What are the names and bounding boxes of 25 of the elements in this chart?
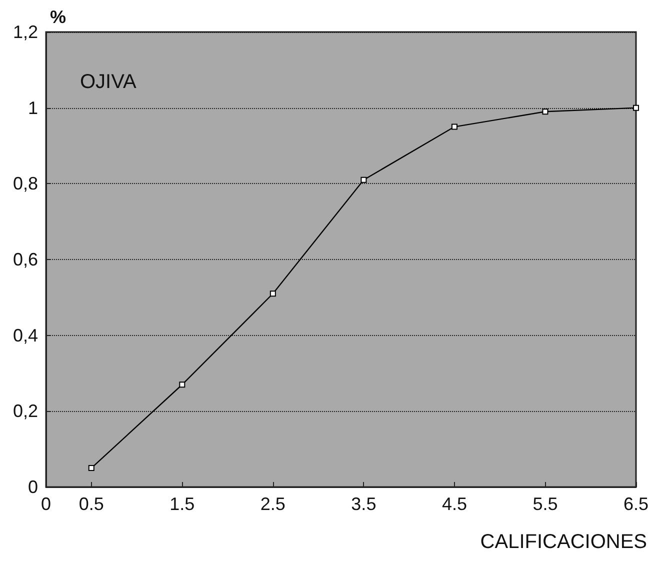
y-tick-label: 0,4	[12, 325, 38, 346]
y-axis-title: %	[50, 7, 66, 27]
x-tick-label: 6.5	[623, 494, 649, 514]
y-tick-label: 0	[28, 477, 38, 497]
annotation: OJIVA	[80, 71, 137, 93]
x-tick-label: 4.5	[442, 494, 467, 514]
x-tick-label: 5.5	[532, 494, 558, 514]
point	[270, 290, 276, 297]
point	[360, 176, 367, 183]
y-tick-label: 1,2	[12, 22, 38, 42]
y-tick-label: 0,6	[12, 250, 38, 270]
point	[88, 465, 94, 472]
x-tick-label: 2.5	[260, 494, 286, 514]
point	[633, 104, 639, 111]
x-tick-label: 3.5	[351, 494, 376, 514]
point	[451, 124, 458, 130]
point	[179, 382, 186, 388]
x-tick-label: 0	[40, 494, 52, 514]
point	[542, 108, 548, 115]
x-tick-label: 1.5	[170, 494, 195, 514]
x-tick-label: 0.5	[78, 494, 104, 514]
y-tick-label: 0,2	[12, 401, 38, 422]
y-tick-label: 1	[28, 98, 38, 118]
y-tick-label: 0,8	[12, 174, 38, 194]
x-axis-title: CALIFICACIONES	[480, 531, 648, 553]
